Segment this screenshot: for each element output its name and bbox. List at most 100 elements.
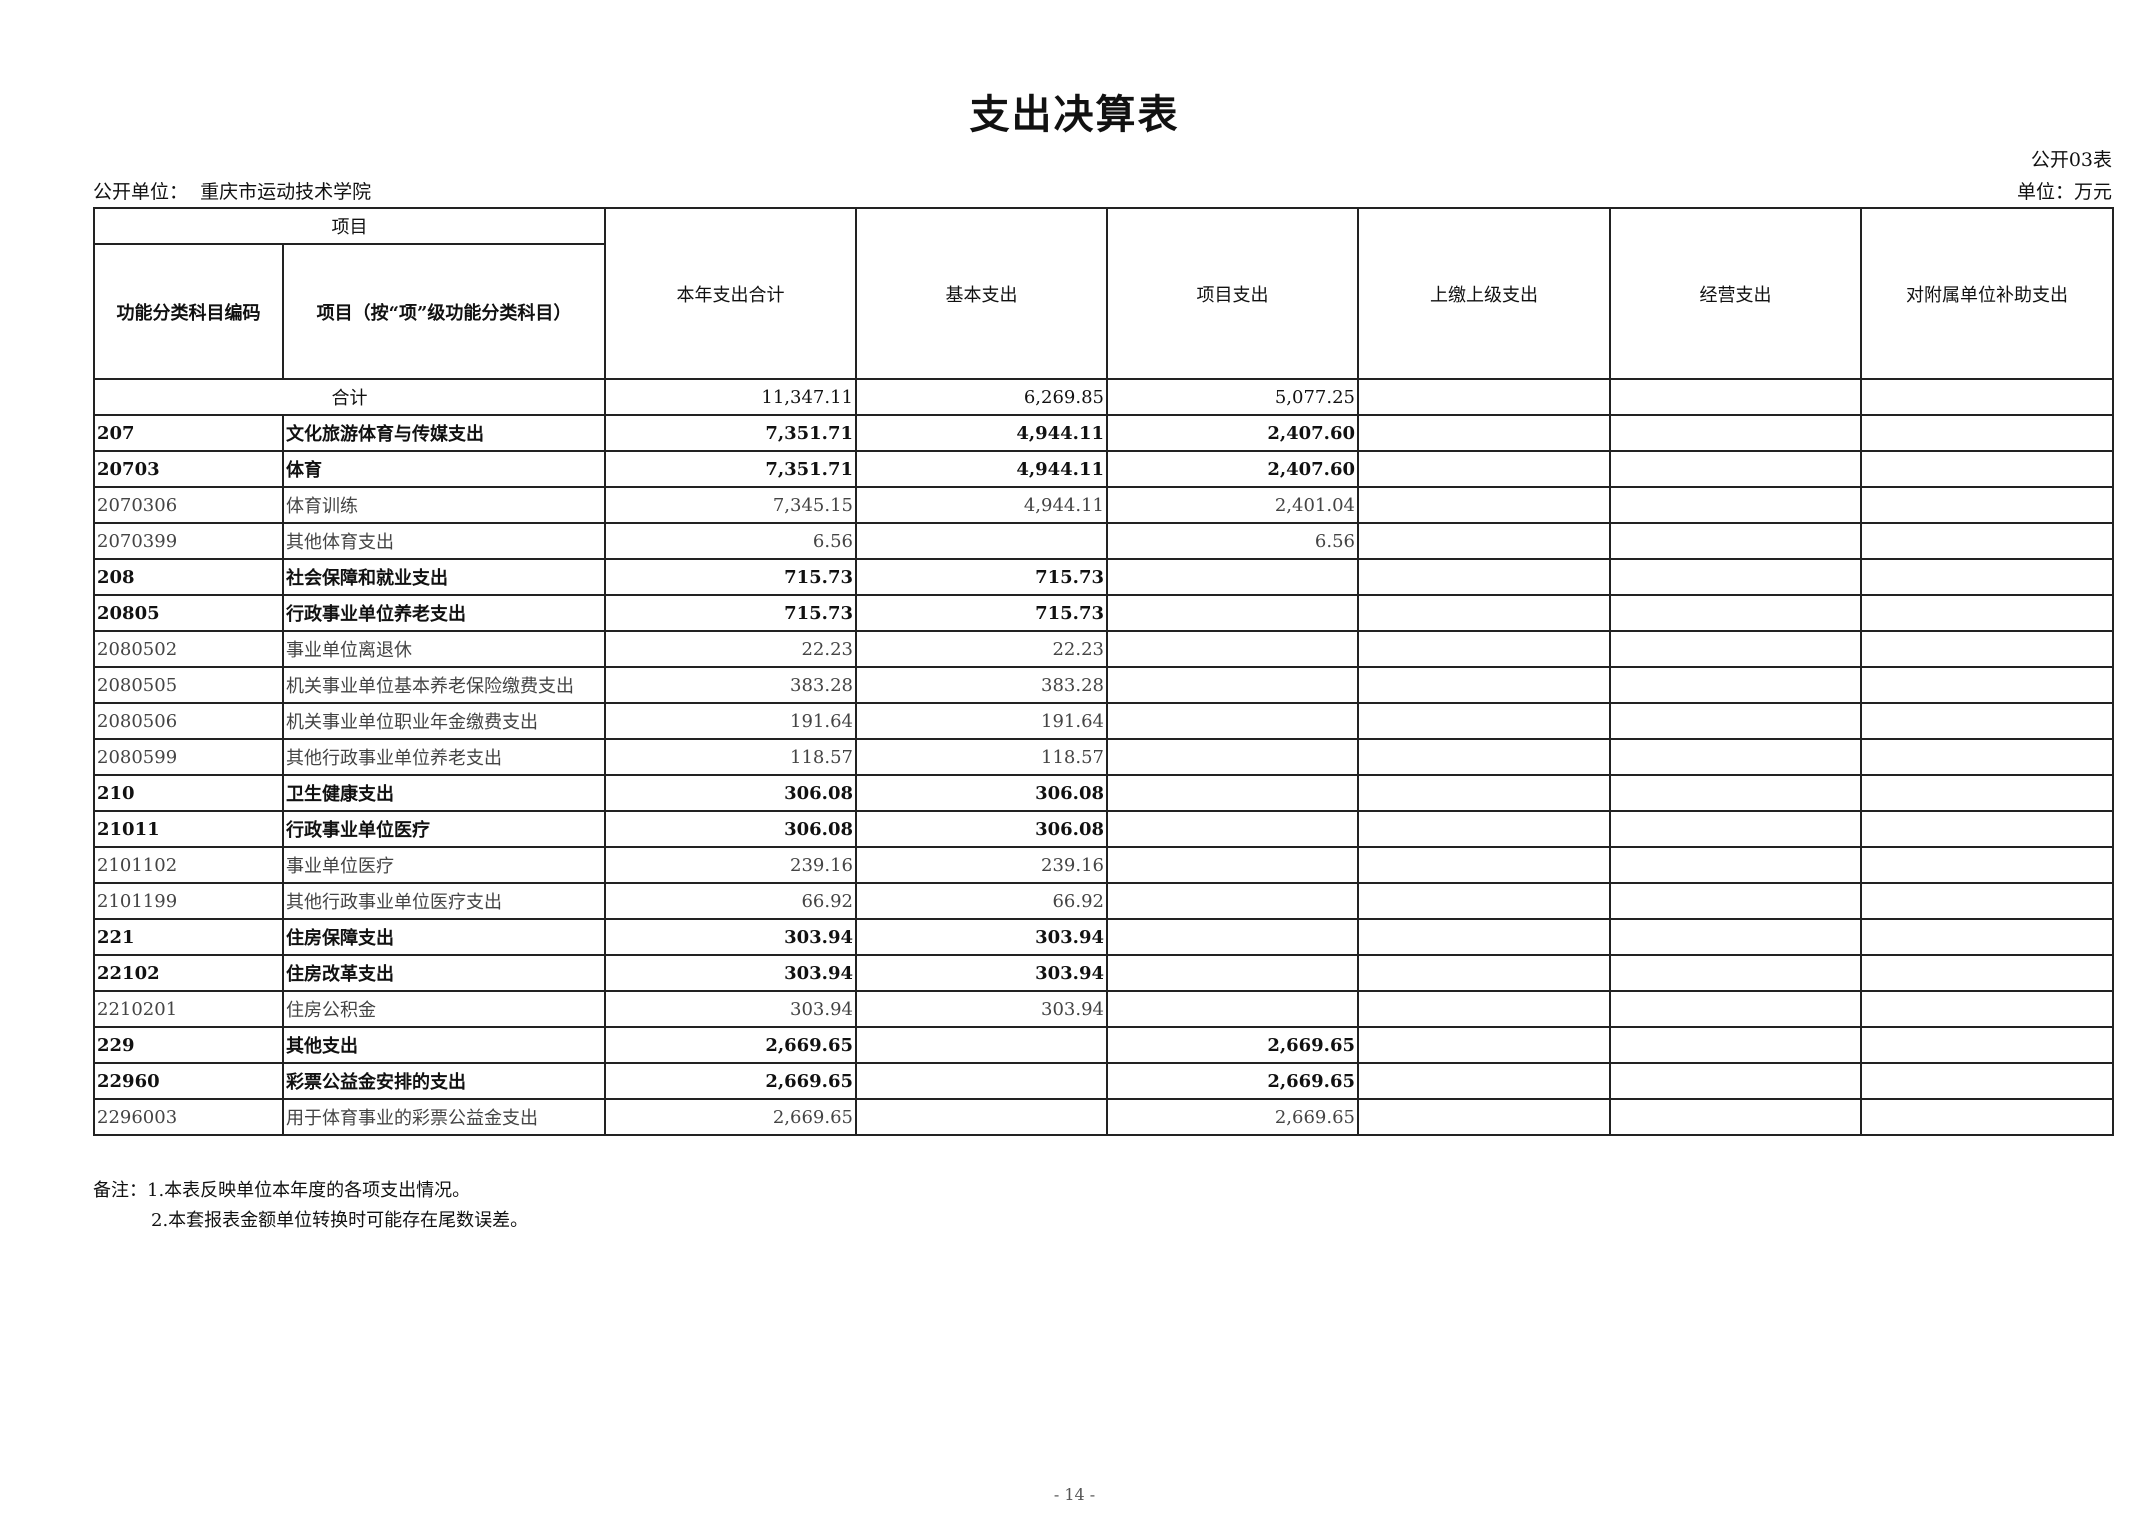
unit-label: 公开单位： [93,181,189,203]
row-total: 306.08 [604,810,857,848]
row-upper [1357,918,1611,956]
page-number: - 14 - [1053,1485,1096,1504]
row-code: 21011 [93,810,284,848]
row-code: 2080505 [93,666,284,704]
row-project: 2,669.65 [1106,1098,1359,1136]
table-row: 2080599 其他行政事业单位养老支出 118.57 118.57 [93,738,2114,776]
row-upper [1357,846,1611,884]
row-business [1609,918,1862,956]
table-row: 22102 住房改革支出 303.94 303.94 [93,954,2114,992]
row-upper [1357,558,1611,596]
row-basic: 303.94 [855,990,1108,1028]
row-subsidy [1860,1098,2114,1136]
row-upper [1357,522,1611,560]
row-project [1106,810,1359,848]
table-row: 21011 行政事业单位医疗 306.08 306.08 [93,810,2114,848]
form-number: 公开03表 [2030,149,2112,171]
table-row: 208 社会保障和就业支出 715.73 715.73 [93,558,2114,596]
row-basic: 306.08 [855,810,1108,848]
table-row: 221 住房保障支出 303.94 303.94 [93,918,2114,956]
row-upper [1357,594,1611,632]
row-basic: 66.92 [855,882,1108,920]
row-total: 7,351.71 [604,450,857,488]
row-project [1106,702,1359,740]
row-basic: 4,944.11 [855,414,1108,452]
header-basic: 基本支出 [855,207,1108,380]
row-subsidy [1860,414,2114,452]
row-code: 2296003 [93,1098,284,1136]
row-basic: 715.73 [855,558,1108,596]
row-code: 22102 [93,954,284,992]
row-basic: 715.73 [855,594,1108,632]
row-project [1106,594,1359,632]
row-project: 2,401.04 [1106,486,1359,524]
row-subsidy [1860,558,2114,596]
row-name: 机关事业单位职业年金缴费支出 [282,702,606,740]
row-name: 住房保障支出 [282,918,606,956]
row-basic: 303.94 [855,954,1108,992]
row-total: 303.94 [604,990,857,1028]
row-subsidy [1860,666,2114,704]
row-code: 229 [93,1026,284,1064]
row-subsidy [1860,1026,2114,1064]
row-code: 2070399 [93,522,284,560]
row-name: 文化旅游体育与传媒支出 [282,414,606,452]
table-row: 2070399 其他体育支出 6.56 6.56 [93,522,2114,560]
row-name: 用于体育事业的彩票公益金支出 [282,1098,606,1136]
row-total: 7,345.15 [604,486,857,524]
row-basic: 383.28 [855,666,1108,704]
row-subsidy [1860,954,2114,992]
row-upper [1357,486,1611,524]
row-subsidy [1860,846,2114,884]
table-row: 20805 行政事业单位养老支出 715.73 715.73 [93,594,2114,632]
row-upper [1357,810,1611,848]
row-code: 207 [93,414,284,452]
row-business [1609,738,1862,776]
header-total: 本年支出合计 [604,207,857,380]
row-project [1106,558,1359,596]
row-business [1609,846,1862,884]
row-subsidy [1860,1062,2114,1100]
row-total: 118.57 [604,738,857,776]
table-row: 2210201 住房公积金 303.94 303.94 [93,990,2114,1028]
row-subsidy [1860,918,2114,956]
row-upper [1357,1098,1611,1136]
row-project [1106,630,1359,668]
row-upper [1357,666,1611,704]
row-basic: 239.16 [855,846,1108,884]
row-subsidy [1860,522,2114,560]
row-name: 住房公积金 [282,990,606,1028]
row-basic: 4,944.11 [855,450,1108,488]
row-code: 22960 [93,1062,284,1100]
table-row: 229 其他支出 2,669.65 2,669.65 [93,1026,2114,1064]
row-total: 6.56 [604,522,857,560]
row-name: 行政事业单位医疗 [282,810,606,848]
row-upper [1357,882,1611,920]
row-project [1106,666,1359,704]
row-business [1609,954,1862,992]
row-name: 其他支出 [282,1026,606,1064]
row-name: 行政事业单位养老支出 [282,594,606,632]
row-project: 2,669.65 [1106,1062,1359,1100]
row-code: 2210201 [93,990,284,1028]
total-subsidy [1860,378,2114,416]
row-total: 306.08 [604,774,857,812]
row-basic: 22.23 [855,630,1108,668]
row-business [1609,666,1862,704]
row-total: 715.73 [604,594,857,632]
row-name: 体育训练 [282,486,606,524]
total-business [1609,378,1862,416]
row-business [1609,594,1862,632]
row-business [1609,558,1862,596]
row-subsidy [1860,990,2114,1028]
row-upper [1357,414,1611,452]
table-row: 2080505 机关事业单位基本养老保险缴费支出 383.28 383.28 [93,666,2114,704]
row-upper [1357,702,1611,740]
row-name: 其他行政事业单位养老支出 [282,738,606,776]
row-upper [1357,1026,1611,1064]
row-project [1106,882,1359,920]
row-business [1609,1062,1862,1100]
note-1: 备注：1.本表反映单位本年度的各项支出情况。 [93,1180,471,1201]
table-row: 207 文化旅游体育与传媒支出 7,351.71 4,944.11 2,407.60 [93,414,2114,452]
row-name: 社会保障和就业支出 [282,558,606,596]
